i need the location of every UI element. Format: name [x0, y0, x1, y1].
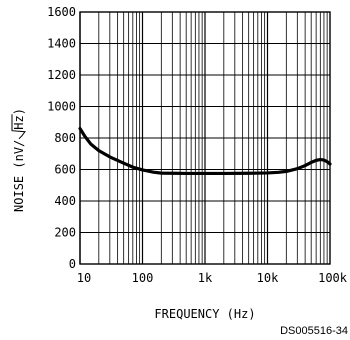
x-tick-labels: 10 100 1k 10k 100k — [77, 271, 348, 285]
y-tick-label: 800 — [54, 131, 76, 145]
grid — [79, 11, 330, 265]
x-axis-label: FREQUENCY (Hz) — [154, 307, 255, 321]
y-tick-label: 600 — [54, 163, 76, 177]
y-tick-label: 1600 — [47, 5, 76, 19]
y-tick-label: 1400 — [47, 37, 76, 51]
sqrt-symbol — [11, 114, 26, 140]
y-axis-label-radicand: Hz — [12, 115, 26, 129]
x-tick-label: 10k — [257, 271, 279, 285]
y-axis-label-group: NOISE (nV/Hz) — [12, 108, 26, 212]
y-axis-label: NOISE (nV/Hz) — [12, 108, 26, 212]
x-tick-label: 10 — [77, 271, 91, 285]
y-tick-label: 1200 — [47, 68, 76, 82]
y-tick-label: 1000 — [47, 100, 76, 114]
x-tick-label: 1k — [198, 271, 213, 285]
y-tick-label: 0 — [69, 257, 76, 271]
noise-curve — [78, 126, 332, 176]
y-tick-labels: 0 200 400 600 800 1000 1200 1400 1600 — [47, 5, 76, 271]
y-tick-label: 200 — [54, 226, 76, 240]
x-tick-label: 100 — [132, 271, 154, 285]
figure-code: DS005516-34 — [280, 325, 348, 337]
x-tick-label: 100k — [318, 271, 348, 285]
plot-frame — [79, 11, 331, 265]
y-tick-label: 400 — [54, 194, 76, 208]
